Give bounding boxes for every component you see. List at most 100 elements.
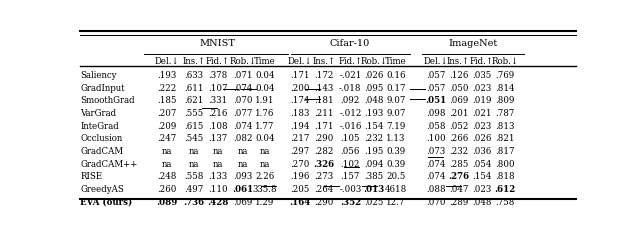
Text: .736: .736 [184,197,205,206]
Text: .095: .095 [364,83,384,92]
Text: .054: .054 [472,159,492,168]
Text: .110: .110 [208,184,228,193]
Text: .048: .048 [472,197,492,206]
Text: .133: .133 [209,172,227,180]
Text: Occlusion: Occlusion [81,134,123,143]
Text: 0.04: 0.04 [255,134,275,143]
Text: -.003: -.003 [339,184,362,193]
Text: .331: .331 [209,96,227,105]
Text: .185: .185 [157,96,177,105]
Text: .555: .555 [184,109,204,118]
Text: 1.91: 1.91 [255,96,275,105]
Text: Cifar-10: Cifar-10 [329,39,369,47]
Text: .157: .157 [340,172,360,180]
Text: .057: .057 [426,83,445,92]
Text: .282: .282 [314,146,333,155]
Text: .813: .813 [495,121,515,130]
Text: na: na [162,146,172,155]
Text: .058: .058 [426,121,445,130]
Text: na: na [162,159,172,168]
Text: .174: .174 [290,96,309,105]
Text: .171: .171 [314,121,334,130]
Text: .025: .025 [364,197,384,206]
Text: .260: .260 [157,184,177,193]
Text: .290: .290 [314,197,333,206]
Text: .545: .545 [184,134,204,143]
Text: 9.07: 9.07 [387,109,406,118]
Text: ImageNet: ImageNet [449,39,498,47]
Text: .098: .098 [426,109,445,118]
Text: .207: .207 [157,109,177,118]
Text: .818: .818 [495,172,515,180]
Text: SmoothGrad: SmoothGrad [81,96,135,105]
Text: Ins.↑: Ins.↑ [182,56,205,65]
Text: .758: .758 [495,197,515,206]
Text: .105: .105 [340,134,360,143]
Text: .216: .216 [208,109,228,118]
Text: .052: .052 [449,121,468,130]
Text: .126: .126 [449,71,468,80]
Text: .273: .273 [314,172,333,180]
Text: .326: .326 [314,159,335,168]
Text: .814: .814 [495,83,515,92]
Text: .074: .074 [426,159,445,168]
Text: .232: .232 [365,134,384,143]
Text: Del.↓: Del.↓ [154,56,179,65]
Text: Del.↓: Del.↓ [423,56,448,65]
Text: .023: .023 [472,184,492,193]
Text: 0.16: 0.16 [386,71,406,80]
Text: .209: .209 [157,121,177,130]
Text: 0.04: 0.04 [255,83,275,92]
Text: .035: .035 [472,71,492,80]
Text: .232: .232 [449,146,468,155]
Text: Fid.↑: Fid.↑ [206,56,230,65]
Text: VarGrad: VarGrad [81,109,116,118]
Text: .088: .088 [426,184,445,193]
Text: Fid.↑: Fid.↑ [470,56,494,65]
Text: Rob.↓: Rob.↓ [229,56,256,65]
Text: na: na [189,146,199,155]
Text: .026: .026 [364,71,384,80]
Text: .222: .222 [157,83,177,92]
Text: .264: .264 [314,184,333,193]
Text: .769: .769 [495,71,515,80]
Text: .193: .193 [365,109,384,118]
Text: .181: .181 [314,96,334,105]
Text: .071: .071 [233,71,252,80]
Text: na: na [212,146,223,155]
Text: .247: .247 [157,134,177,143]
Text: .205: .205 [290,184,309,193]
Text: Time: Time [254,56,276,65]
Text: .094: .094 [364,159,384,168]
Text: .069: .069 [449,96,468,105]
Text: .817: .817 [495,146,515,155]
Text: .211: .211 [314,109,334,118]
Text: .077: .077 [233,109,252,118]
Text: na: na [260,146,270,155]
Text: 0.17: 0.17 [386,83,406,92]
Text: .056: .056 [340,146,360,155]
Text: .070: .070 [233,96,252,105]
Text: .164: .164 [289,197,310,206]
Text: .558: .558 [184,172,204,180]
Text: 0.39: 0.39 [387,146,406,155]
Text: .821: .821 [495,134,515,143]
Text: .201: .201 [449,109,468,118]
Text: RISE: RISE [81,172,102,180]
Text: 2.26: 2.26 [255,172,275,180]
Text: -.018: -.018 [339,83,362,92]
Text: .143: .143 [314,83,333,92]
Text: .612: .612 [495,184,516,193]
Text: .621: .621 [184,96,204,105]
Text: 4618: 4618 [385,184,407,193]
Text: 0.04: 0.04 [255,71,275,80]
Text: na: na [189,159,199,168]
Text: .194: .194 [290,121,309,130]
Text: .057: .057 [426,71,445,80]
Text: InteGrad: InteGrad [81,121,119,130]
Text: 1.77: 1.77 [255,121,275,130]
Text: -.016: -.016 [339,121,362,130]
Text: .026: .026 [472,134,492,143]
Text: .787: .787 [495,109,515,118]
Text: .615: .615 [184,121,204,130]
